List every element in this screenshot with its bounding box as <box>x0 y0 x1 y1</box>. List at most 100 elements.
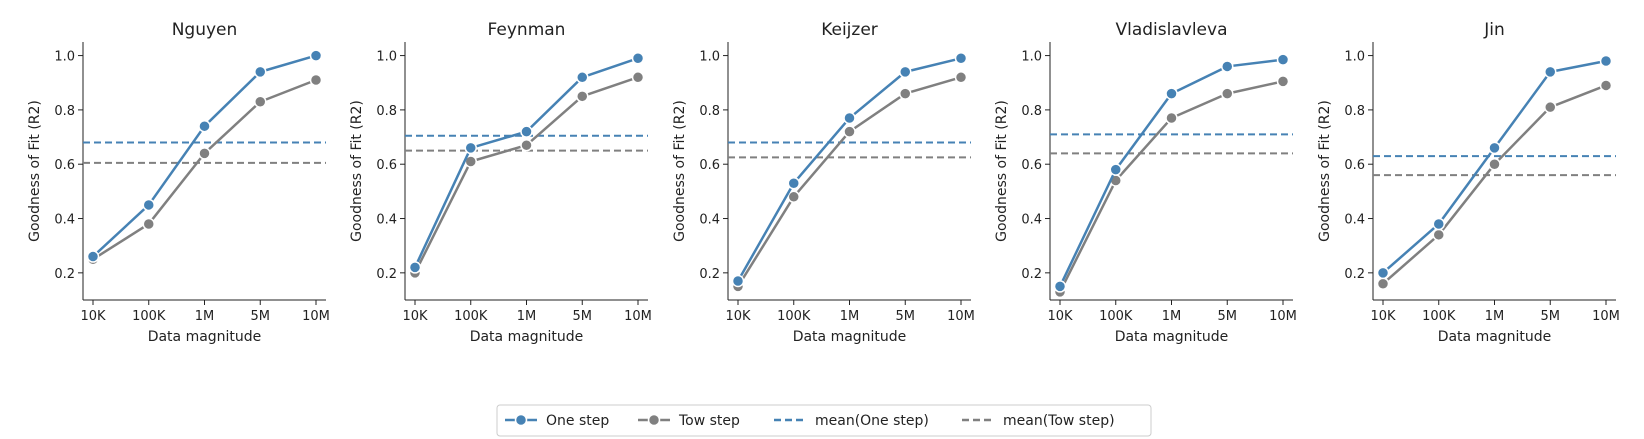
one-step-point <box>1109 163 1122 176</box>
y-tick-label: 0.2 <box>54 267 75 282</box>
x-tick-label: 100K <box>777 309 811 324</box>
one-step-point <box>142 198 155 212</box>
y-tick-label: 1.0 <box>376 50 397 65</box>
tow-step-point <box>631 71 645 84</box>
tow-step-point <box>954 71 968 84</box>
y-tick-label: 0.6 <box>699 158 720 173</box>
x-tick-label: 1M <box>517 309 537 324</box>
tow-step-point <box>1544 100 1557 114</box>
y-tick-label: 0.2 <box>1021 267 1042 282</box>
y-axis-label: Goodness of Fit (R2) <box>994 100 1010 242</box>
x-tick-label: 10K <box>80 309 106 324</box>
y-axis-label: Goodness of Fit (R2) <box>672 100 688 242</box>
one-step-series-line <box>736 57 962 282</box>
x-tick-label: 100K <box>454 309 488 324</box>
tow-step-point <box>142 217 155 231</box>
legend-label-2: Tow step <box>678 413 740 429</box>
one-step-point <box>1221 60 1234 73</box>
panel-keijzer: Keijzer 0.2 0.4 0.6 0.8 1.0 10K 100K 1M 5M 10M Data… <box>672 20 975 345</box>
y-tick-label: 0.8 <box>376 104 397 119</box>
panel-feynman: Feynman 0.2 0.4 0.6 0.8 1.0 10K 100K 1M 5M 10M Data… <box>349 20 652 345</box>
x-tick-label: 5M <box>896 309 916 324</box>
one-step-point <box>787 176 800 190</box>
x-tick-label: 10M <box>947 309 975 324</box>
panel-title: Nguyen <box>172 20 238 40</box>
y-tick-label: 0.2 <box>699 267 720 282</box>
tow-step-point <box>1376 277 1390 290</box>
y-tick-label: 0.4 <box>376 213 397 228</box>
panel-nguyen: Nguyen 0.2 0.4 0.6 0.8 1.0 10K 100K 1M 5M 10M Data … <box>27 20 330 345</box>
one-step-point <box>198 119 211 133</box>
y-tick-label: 1.0 <box>1021 50 1042 65</box>
one-step-point <box>1432 217 1445 231</box>
one-step-point <box>1544 65 1557 79</box>
one-step-point <box>520 125 533 138</box>
y-tick-label: 0.4 <box>699 213 720 228</box>
tow-step-series-line <box>92 78 317 261</box>
panels: Nguyen 0.2 0.4 0.6 0.8 1.0 10K 100K 1M 5M 10M Data … <box>27 20 1620 345</box>
one-step-point <box>86 250 100 263</box>
x-tick-label: 10K <box>1047 309 1073 324</box>
one-step-point <box>1376 266 1390 280</box>
y-tick-label: 0.2 <box>1344 267 1365 282</box>
tow-step-series-line <box>1382 84 1607 285</box>
tow-step-series-line <box>736 76 962 288</box>
one-step-point <box>408 261 422 274</box>
legend-marker-1 <box>514 413 528 427</box>
y-tick-label: 0.8 <box>1021 104 1042 119</box>
one-step-point <box>954 52 968 65</box>
x-tick-label: 10M <box>302 309 330 324</box>
tow-step-point <box>1432 228 1445 242</box>
x-axis-label: Data magnitude <box>1115 329 1229 345</box>
x-tick-label: 1M <box>1162 309 1182 324</box>
y-tick-label: 0.6 <box>1021 158 1042 173</box>
x-tick-label: 10K <box>1370 309 1396 324</box>
tow-step-series-line <box>413 76 639 274</box>
one-step-point <box>1488 141 1501 155</box>
y-tick-label: 0.8 <box>54 104 75 119</box>
x-tick-label: 10M <box>1269 309 1297 324</box>
one-step-point <box>899 65 912 79</box>
tow-step-point <box>198 147 211 160</box>
one-step-point <box>309 49 323 62</box>
tow-step-point <box>576 90 589 103</box>
one-step-point <box>1053 280 1067 293</box>
x-tick-label: 5M <box>251 309 271 324</box>
y-tick-label: 0.8 <box>1344 104 1365 119</box>
tow-step-point <box>899 87 912 100</box>
x-tick-label: 5M <box>1541 309 1561 324</box>
y-tick-label: 1.0 <box>699 50 720 65</box>
x-tick-label: 100K <box>1422 309 1456 324</box>
y-tick-label: 0.4 <box>54 213 75 228</box>
one-step-point <box>843 111 856 125</box>
x-tick-label: 100K <box>132 309 166 324</box>
panel-title: Feynman <box>488 20 566 40</box>
x-axis-label: Data magnitude <box>1438 329 1552 345</box>
x-axis-label: Data magnitude <box>148 329 262 345</box>
panel-vladislavleva: Vladislavleva 0.2 0.4 0.6 0.8 1.0 10K 100K 1M 5M 1… <box>994 20 1297 345</box>
y-axis-label: Goodness of Fit (R2) <box>1317 100 1333 242</box>
legend-marker-2 <box>647 413 661 427</box>
legend: One step Tow step mean(One step) mean(Tow s… <box>496 404 1152 437</box>
x-tick-label: 5M <box>1218 309 1238 324</box>
panel-jin: Jin 0.2 0.4 0.6 0.8 1.0 10K 100K 1M 5M 10M Data mag… <box>1317 20 1620 345</box>
x-tick-label: 10K <box>725 309 751 324</box>
legend-label-3: mean(One step) <box>815 413 929 429</box>
one-step-point <box>576 71 589 84</box>
y-tick-label: 0.6 <box>1344 158 1365 173</box>
tow-step-point <box>309 73 323 87</box>
y-tick-label: 0.6 <box>376 158 397 173</box>
y-tick-label: 1.0 <box>54 50 75 65</box>
panel-title: Vladislavleva <box>1115 20 1227 40</box>
x-tick-label: 1M <box>840 309 860 324</box>
y-tick-label: 1.0 <box>1344 50 1365 65</box>
y-tick-label: 0.4 <box>1344 213 1365 228</box>
tow-step-point <box>1599 79 1613 92</box>
tow-step-point <box>520 138 533 152</box>
tow-step-point <box>1488 157 1501 171</box>
tow-step-point <box>1165 111 1178 125</box>
x-tick-label: 100K <box>1099 309 1133 324</box>
y-tick-label: 0.8 <box>699 104 720 119</box>
x-axis-label: Data magnitude <box>793 329 907 345</box>
